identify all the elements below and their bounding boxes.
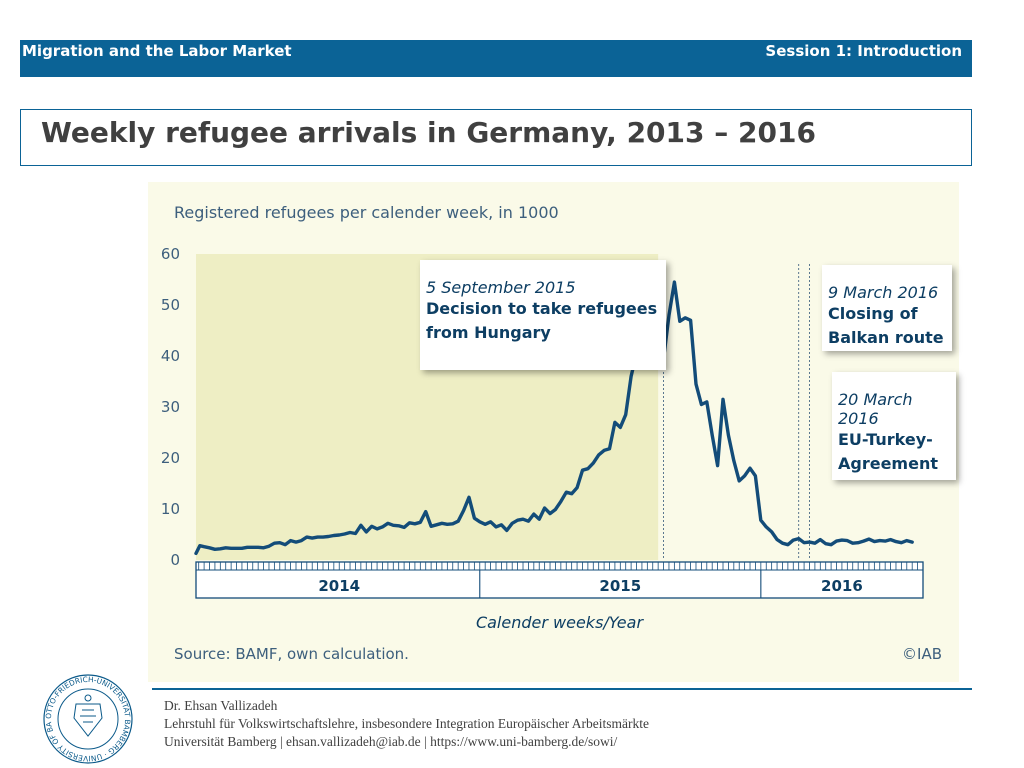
slide-title: Weekly refugee arrivals in Germany, 2013…	[41, 116, 816, 149]
chart-title: Registered refugees per calender week, i…	[174, 203, 559, 222]
year-label: 2014	[318, 577, 360, 595]
annotation-date: 20 March 2016	[838, 390, 913, 428]
annotation-text: Closing of Balkan route	[828, 304, 944, 347]
y-tick-label: 10	[161, 500, 180, 518]
annotation-date: 5 September 2015	[426, 278, 576, 297]
session-title: Session 1: Introduction	[765, 42, 962, 60]
annotation-text: Decision to take refugees from Hungary	[426, 299, 658, 342]
chart-panel: Registered refugees per calender week, i…	[148, 182, 959, 682]
footer-contact: Universität Bamberg | ehsan.vallizadeh@i…	[164, 734, 618, 749]
header-bar: Migration and the Labor Market Session 1…	[20, 40, 972, 77]
y-tick-label: 20	[161, 449, 180, 467]
annotation-date: 9 March 2016	[828, 283, 939, 302]
year-label: 2016	[821, 577, 863, 595]
y-tick-label: 0	[170, 551, 180, 569]
course-title: Migration and the Labor Market	[22, 42, 292, 60]
x-axis-label: Calender weeks/Year	[476, 613, 645, 632]
chart-copyright: ©IAB	[902, 645, 942, 663]
annotation-callout: 5 September 2015 Decision to take refugee…	[420, 260, 666, 370]
x-axis-strip	[195, 561, 924, 599]
year-label: 2015	[599, 577, 641, 595]
footer-name: Dr. Ehsan Vallizadeh	[164, 698, 278, 713]
y-tick-label: 30	[161, 398, 180, 416]
chart-source: Source: BAMF, own calculation.	[174, 645, 409, 663]
series-line	[194, 280, 914, 556]
slide-title-box: Weekly refugee arrivals in Germany, 2013…	[20, 109, 972, 166]
y-tick-label: 40	[161, 347, 180, 365]
y-tick-label: 50	[161, 296, 180, 314]
y-tick-label: 60	[161, 245, 180, 263]
annotation-callout: 20 March 2016 EU-Turkey- Agreement	[832, 372, 956, 480]
seal-text: OTTO-FRIEDRICH-UNIVERSITÄT BAMBERG · UNI…	[42, 674, 132, 763]
university-seal-icon: OTTO-FRIEDRICH-UNIVERSITÄT BAMBERG · UNI…	[42, 674, 133, 764]
footer: Dr. Ehsan Vallizadeh Lehrstuhl für Volks…	[164, 697, 649, 751]
footer-chair: Lehrstuhl für Volkswirtschaftslehre, ins…	[164, 716, 649, 731]
annotation-callout: 9 March 2016 Closing of Balkan route	[822, 265, 952, 351]
annotation-text: EU-Turkey- Agreement	[838, 430, 938, 473]
footer-divider	[152, 688, 972, 690]
